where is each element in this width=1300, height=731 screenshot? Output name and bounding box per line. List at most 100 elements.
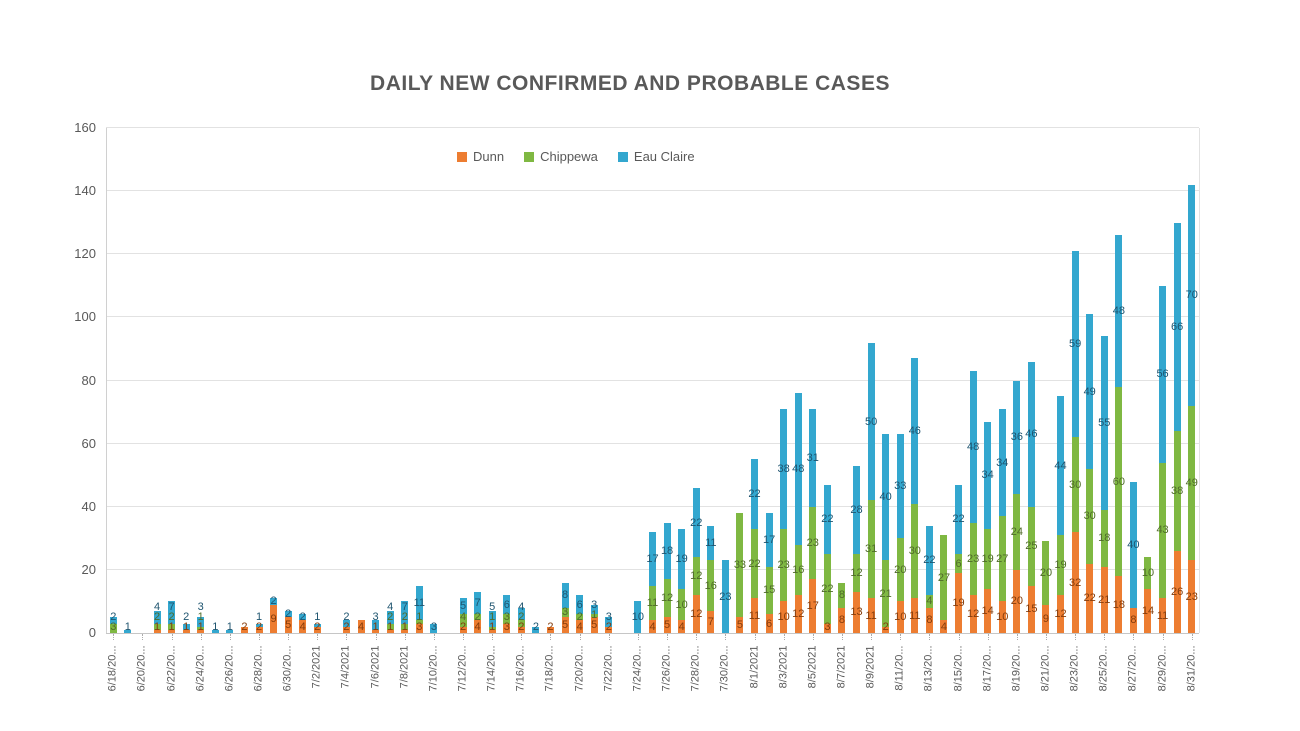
bar-chippewa (867, 500, 875, 599)
data-label-eau-claire: 2 (299, 610, 306, 623)
bar-dunn (415, 623, 423, 633)
bar-eau-claire (896, 434, 904, 539)
bar-dunn (692, 595, 700, 633)
data-label-chippewa: 19 (981, 552, 994, 565)
x-axis-tick (521, 634, 523, 640)
data-label-chippewa: 6 (955, 557, 962, 570)
bar-dunn (401, 629, 409, 633)
data-label-chippewa: 10 (675, 598, 688, 611)
data-label-dunn: 4 (940, 620, 948, 633)
data-label-chippewa: 2 (474, 610, 481, 623)
data-label-eau-claire: 40 (879, 491, 892, 504)
x-axis-label: 6/28/20... (252, 645, 265, 692)
x-axis-tick (841, 634, 844, 640)
bar-chippewa (503, 614, 511, 624)
data-label-eau-claire: 66 (1171, 320, 1184, 333)
bar-eau-claire (853, 465, 861, 555)
bar-chippewa (1013, 494, 1021, 570)
bar-dunn (1057, 595, 1065, 633)
bar-dunn (284, 617, 292, 633)
data-label-dunn: 5 (285, 619, 292, 632)
data-label-chippewa: 24 (1010, 526, 1023, 538)
data-label-chippewa: 19 (1054, 559, 1067, 572)
x-axis-label: 7/20/20... (573, 645, 586, 692)
data-label-eau-claire: 7 (168, 601, 175, 613)
y-axis-line (106, 128, 107, 633)
bar-chippewa (197, 626, 205, 630)
data-label-dunn: 2 (314, 621, 321, 633)
data-label-eau-claire: 2 (110, 611, 117, 623)
bar-chippewa (663, 579, 671, 618)
bar-dunn (765, 614, 773, 633)
bar-chippewa (838, 582, 846, 608)
data-label-dunn: 11 (1156, 609, 1169, 622)
data-label-eau-claire: 3 (605, 611, 612, 623)
data-label-eau-claire: 10 (631, 611, 645, 624)
bar-eau-claire (1173, 222, 1181, 431)
bar-chippewa (940, 535, 948, 621)
bar-eau-claire (634, 601, 642, 633)
bar-dunn (1086, 563, 1094, 633)
data-label-eau-claire: 59 (1069, 338, 1082, 351)
bar-eau-claire (153, 610, 161, 624)
bar-dunn (998, 601, 1006, 633)
bar-chippewa (1115, 386, 1123, 577)
bar-eau-claire (561, 582, 569, 608)
bar-dunn (590, 617, 598, 633)
data-label-dunn: 2 (882, 621, 889, 633)
data-label-eau-claire: 33 (894, 480, 907, 493)
bar-eau-claire (474, 591, 482, 615)
bar-chippewa (809, 506, 817, 580)
bar-dunn (576, 620, 584, 633)
bar-eau-claire (313, 623, 321, 627)
gridline (106, 442, 1199, 444)
x-axis-tick (1191, 634, 1194, 640)
data-label-dunn: 12 (792, 608, 805, 621)
data-label-chippewa: 25 (1025, 540, 1038, 553)
bar-eau-claire (517, 607, 525, 621)
data-label-eau-claire: 31 (806, 451, 819, 464)
x-axis-tick (463, 634, 465, 640)
data-label-chippewa: 20 (1039, 567, 1053, 580)
bar-chippewa (823, 554, 831, 624)
data-label-eau-claire: 46 (908, 425, 921, 437)
gridline (106, 190, 1199, 192)
x-axis-tick (637, 634, 640, 640)
data-label-eau-claire: 1 (255, 611, 263, 623)
bar-chippewa (984, 528, 992, 589)
y-axis-label: 60 (81, 435, 96, 451)
data-label-eau-claire: 70 (1185, 289, 1198, 302)
x-axis-label: 8/25/20... (1097, 645, 1110, 692)
data-label-chippewa: 1 (591, 609, 598, 622)
x-axis-tick (1104, 634, 1106, 640)
data-label-dunn: 8 (1130, 614, 1137, 627)
x-axis-tick (317, 634, 319, 640)
data-label-dunn: 15 (1025, 603, 1038, 616)
bar-dunn (342, 626, 350, 633)
data-label-chippewa: 1 (416, 611, 423, 623)
bar-eau-claire (692, 487, 700, 558)
bar-eau-claire (459, 598, 467, 615)
bar-dunn (809, 579, 817, 633)
data-label-chippewa: 22 (821, 582, 834, 595)
data-label-chippewa: 10 (1141, 567, 1155, 580)
bar-chippewa (109, 623, 117, 633)
bar-dunn (678, 620, 686, 633)
legend: Dunn Chippewa Eau Claire (457, 149, 715, 164)
data-label-eau-claire: 7 (401, 601, 408, 613)
data-label-eau-claire: 2 (532, 621, 539, 633)
data-label-dunn: 9 (1042, 612, 1050, 625)
x-axis-label: 6/22/20... (165, 645, 178, 692)
data-label-dunn: 1 (387, 621, 394, 633)
bar-eau-claire (270, 598, 278, 605)
bar-eau-claire (255, 623, 263, 627)
data-label-dunn: 1 (489, 621, 496, 633)
x-axis-label: 8/3/2021 (777, 645, 790, 689)
data-label-dunn: 3 (416, 621, 423, 633)
data-label-dunn: 11 (909, 609, 921, 622)
y-axis-label: 100 (74, 309, 96, 325)
data-label-dunn: 9 (270, 612, 277, 625)
data-label-chippewa: 43 (1156, 524, 1169, 537)
bar-chippewa (998, 516, 1006, 602)
